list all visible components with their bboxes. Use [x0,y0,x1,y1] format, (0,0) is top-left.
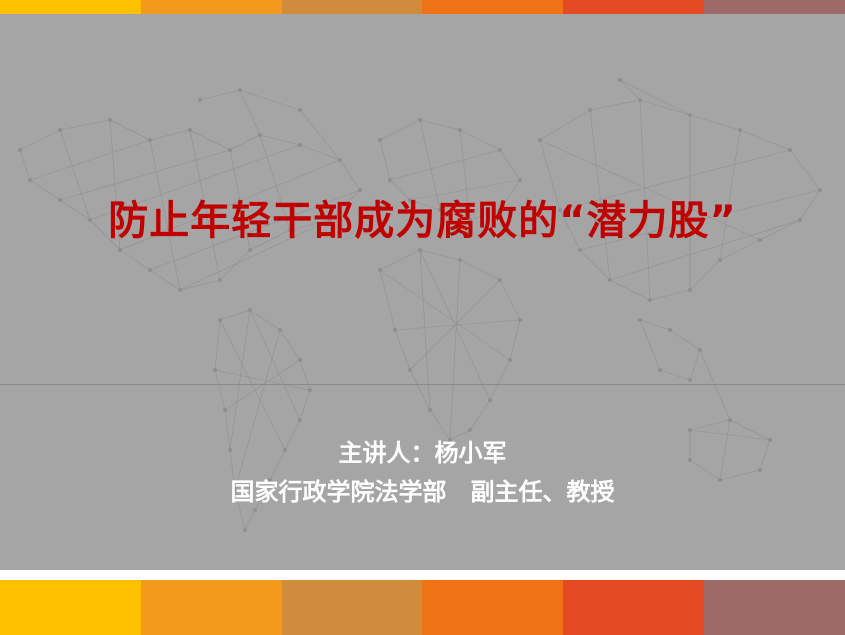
top-color-strip [0,0,845,14]
affiliation-line: 国家行政学院法学部 副主任、教授 [230,478,615,506]
strip-segment-red-orange [563,0,705,14]
strip-segment-light-orange [140,0,282,14]
strip-segment-yellow [0,0,141,14]
strip-segment-light-orange [140,580,282,635]
horizontal-divider-line [0,384,845,385]
strip-segment-tan [281,0,423,14]
slide-title: 防止年轻干部成为腐败的“潜力股” [108,198,737,244]
strip-segment-orange [422,580,564,635]
bottom-color-strip [0,580,845,635]
strip-segment-tan [281,580,423,635]
strip-segment-mauve [704,0,845,14]
strip-segment-mauve [704,580,845,635]
bottom-white-band [0,570,845,580]
strip-segment-yellow [0,580,141,635]
strip-segment-orange [422,0,564,14]
world-network-map-graphic [18,78,822,532]
speaker-line: 主讲人：杨小军 [338,439,507,467]
strip-segment-red-orange [563,580,705,635]
